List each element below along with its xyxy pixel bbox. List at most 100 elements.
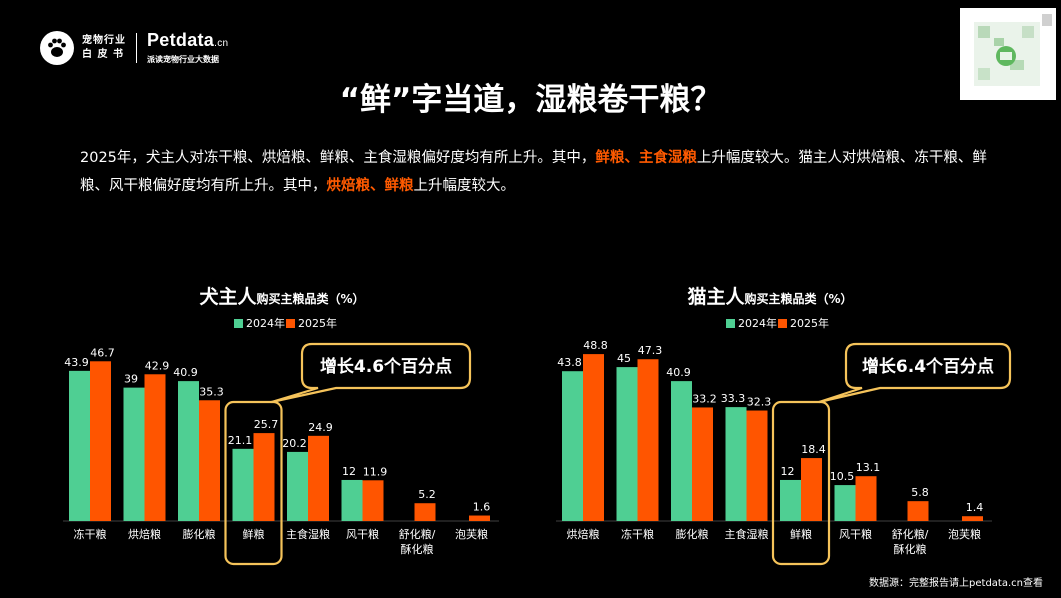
chart-title-1: 猫主人购买主粮品类（%）: [687, 285, 852, 308]
data-label-2024: 45: [617, 352, 631, 365]
data-label-2025: 5.8: [911, 486, 929, 499]
category-label: 冻干粮: [621, 527, 654, 541]
data-label-2025: 1.6: [473, 501, 491, 514]
data-label-2025: 11.9: [363, 465, 388, 478]
legend-label-2025: 2025年: [298, 316, 337, 330]
bar-2024: [562, 371, 583, 521]
petdata-name-text: Petdata: [147, 30, 215, 50]
data-label-2024: 40.9: [666, 366, 691, 379]
legend-label-2024: 2024年: [246, 316, 285, 330]
category-label: 舒化粮/: [892, 527, 929, 541]
legend-label-2025: 2025年: [790, 316, 829, 330]
data-label-2024: 20.2: [282, 437, 307, 450]
bar-2025: [855, 476, 877, 521]
callout-bubble: [818, 342, 1012, 404]
bar-2025: [583, 354, 604, 521]
bar-2025: [962, 516, 983, 521]
description-text: 2025年，犬主人对冻干粮、烘焙粮、鲜粮、主食湿粮偏好度均有所上升。其中，鲜粮、…: [80, 144, 1010, 200]
category-label: 主食湿粮: [725, 527, 769, 541]
bar-2024: [123, 387, 145, 521]
callout-bubble: [271, 342, 472, 404]
bar-2024: [616, 367, 638, 521]
highlight-box: [224, 400, 283, 566]
data-label-2025: 24.9: [308, 421, 333, 434]
chart-title-main: 犬主人: [199, 285, 257, 308]
desc-part-1: 2025年，犬主人对冻干粮、烘焙粮、鲜粮、主食湿粮偏好度均有所上升。其中，: [80, 150, 596, 166]
category-label: 风干粮: [839, 527, 872, 541]
logo-cn-line2: 白 皮 书: [82, 49, 124, 60]
bar-2024: [287, 451, 308, 521]
data-label-2024: 43.8: [557, 356, 582, 369]
data-label-2024: 12: [781, 465, 795, 478]
logo-cn-text: 宠物行业 白 皮 书: [82, 34, 126, 62]
source-note: 数据源：完整报告请上petdata.cn查看: [869, 578, 1043, 589]
bar-2025: [637, 359, 659, 521]
category-label: 膨化粮: [183, 527, 216, 541]
chart-title-0: 犬主人购买主粮品类（%）: [199, 285, 364, 308]
chart-title-sub: 购买主粮品类（%）: [744, 291, 852, 306]
desc-part-2: 上升幅度较大。猫主人对烘焙粮、冻干粮、鲜粮、风干粮偏好度均有所上升。其中，: [80, 150, 987, 194]
data-label-2025: 33.2: [692, 392, 717, 405]
data-label-2024: 33.3: [721, 392, 746, 405]
petdata-domain: .cn: [214, 38, 229, 49]
legend-swatch-2024: [234, 319, 243, 328]
highlight-box: [771, 400, 831, 566]
bar-2024: [780, 479, 801, 521]
data-label-2025: 13.1: [856, 461, 881, 474]
category-label: 鲜粮: [243, 527, 265, 541]
bar-2025: [90, 361, 111, 521]
data-label-2025: 42.9: [145, 359, 170, 372]
bar-2025: [469, 515, 490, 521]
bar-2025: [746, 410, 768, 521]
qr-code-image: [960, 8, 1056, 100]
category-label: 泡芙粮: [455, 527, 488, 541]
brand-logo: 宠物行业 白 皮 书 Petdata.cn 派读宠物行业大数据: [40, 30, 228, 66]
legend-label-2024: 2024年: [738, 316, 777, 330]
legend-swatch-2025: [286, 319, 295, 328]
data-label-2024: 39: [124, 373, 138, 386]
bar-2024: [178, 381, 199, 521]
bar-2024: [834, 485, 856, 521]
category-label: 冻干粮: [74, 527, 107, 541]
bar-2024: [671, 381, 692, 521]
desc-highlight-1: 鲜粮、主食湿粮: [595, 150, 697, 166]
desc-part-3: 上升幅度较大。: [413, 178, 516, 194]
category-label: 膨化粮: [676, 527, 709, 541]
data-label-2025: 1.4: [966, 501, 984, 514]
callout-text: 增长6.4个百分点: [862, 356, 994, 377]
bar-2025: [414, 503, 436, 521]
bar-2025: [308, 435, 329, 521]
category-label: 风干粮: [346, 527, 379, 541]
category-label: 舒化粮/: [399, 527, 436, 541]
paw-logo-icon: [40, 31, 74, 65]
bar-2025: [692, 407, 713, 521]
desc-highlight-2: 烘焙粮、鲜粮: [326, 178, 414, 194]
bar-2024: [725, 407, 747, 521]
bar-2024: [341, 479, 363, 521]
category-label: 主食湿粮: [286, 527, 330, 541]
chart-title-main: 猫主人: [687, 285, 745, 308]
data-label-2024: 40.9: [173, 366, 198, 379]
bar-2025: [362, 480, 384, 521]
legend-swatch-2025: [778, 319, 787, 328]
category-label: 鲜粮: [790, 527, 812, 541]
bar-2024: [69, 370, 90, 521]
data-label-2024: 43.9: [64, 356, 89, 369]
legend-swatch-2024: [726, 319, 735, 328]
bar-2025: [144, 374, 166, 521]
bar-2024: [232, 448, 254, 521]
category-label: 酥化粮: [894, 542, 927, 556]
category-label: 烘焙粮: [567, 527, 600, 541]
data-label-2025: 46.7: [90, 346, 115, 359]
data-label-2025: 18.4: [801, 443, 826, 456]
chart-title-sub: 购买主粮品类（%）: [256, 291, 364, 306]
petdata-subtitle: 派读宠物行业大数据: [147, 55, 219, 64]
data-label-2025: 47.3: [638, 344, 663, 357]
category-label: 酥化粮: [401, 542, 434, 556]
data-label-2024: 10.5: [830, 470, 855, 483]
data-label-2025: 35.3: [199, 385, 224, 398]
data-label-2025: 48.8: [583, 339, 608, 352]
petdata-logo: Petdata.cn 派读宠物行业大数据: [147, 30, 228, 66]
bar-2025: [253, 433, 275, 521]
